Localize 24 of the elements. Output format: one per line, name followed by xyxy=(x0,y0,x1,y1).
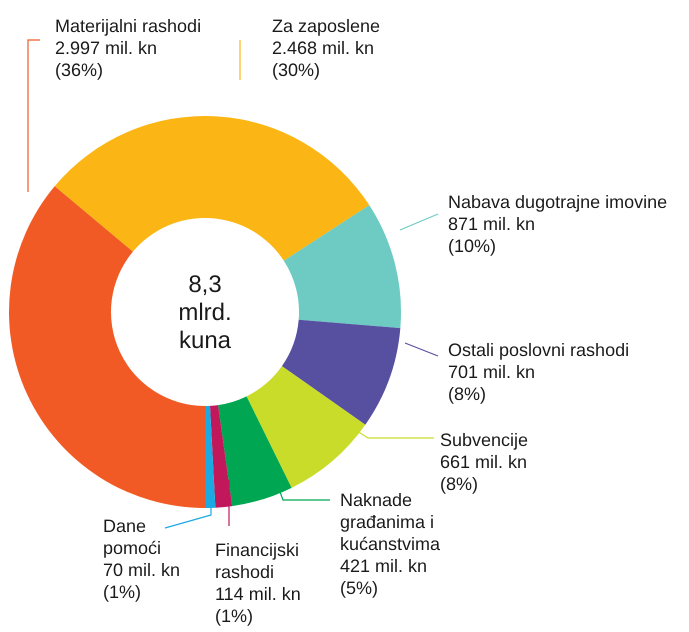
slice-label: Materijalni rashodi xyxy=(55,16,202,36)
data-label: 114 mil. kn (1%) xyxy=(215,584,301,626)
data-label: 2.997 mil. kn (36%) xyxy=(55,38,158,80)
donut-slice xyxy=(284,205,401,328)
slice-label: Dane pomoći xyxy=(103,516,162,558)
slice-label: Subvencije xyxy=(440,430,528,450)
data-label: 701 mil. kn (8%) xyxy=(448,362,536,404)
text: 8,3 mlrd. kuna xyxy=(178,271,232,354)
donut-slice xyxy=(282,320,400,425)
slice-label: Za zaposlene xyxy=(272,16,380,36)
data-label: 661 mil. kn (8%) xyxy=(440,452,528,494)
slice-label: Nabava dugotrajne imovine xyxy=(448,192,668,212)
donut-slice xyxy=(54,116,370,261)
data-label: 421 mil. kn (5%) xyxy=(340,556,428,598)
donut-slice xyxy=(210,405,232,508)
donut-slice xyxy=(218,396,292,506)
slice-label: Naknade građanima i kućanstvima xyxy=(340,490,442,554)
data-label: 2.468 mil. kn (30%) xyxy=(272,38,374,80)
donut-slice xyxy=(246,366,366,488)
slice-label: Ostali poslovni rashodi xyxy=(448,340,630,360)
data-label: 871 mil. kn (10%) xyxy=(448,214,536,256)
slice-label: Financijski rashodi xyxy=(215,540,300,582)
data-label: 70 mil. kn (1%) xyxy=(103,560,180,602)
donut-slice xyxy=(205,406,216,508)
